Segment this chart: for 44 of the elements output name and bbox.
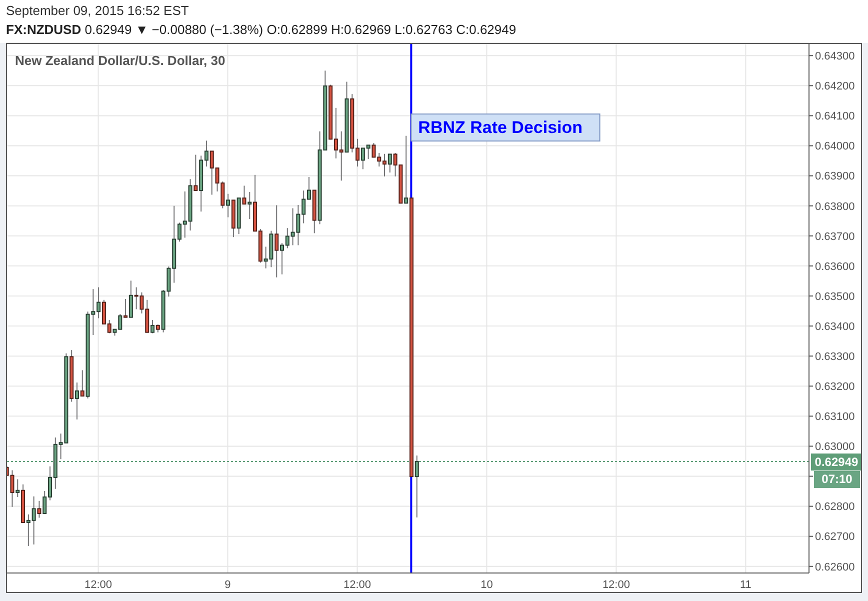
x-tick-label: 12:00 (343, 578, 371, 591)
candlestick (388, 154, 392, 173)
y-tick-label: 0.64100 (815, 110, 855, 123)
candlestick (226, 193, 230, 218)
ref-line-label: RBNZ Rate Decision (418, 118, 583, 137)
candlestick (150, 320, 155, 334)
y-tick-label: 0.62700 (815, 531, 855, 544)
candlestick (10, 470, 14, 508)
y-tick-label: 0.63400 (815, 320, 855, 333)
y-tick-label: 0.63500 (815, 290, 855, 303)
candlestick (128, 280, 133, 318)
ref-line-label: 0.62949 (814, 455, 859, 470)
chart-subtitle: FX:NZDUSD 0.62949 ▼ −0.00880 (−1.38%) O:0.62899 H:0.62969 L:0.62763 C:0.62949 (6, 22, 516, 37)
y-tick-label: 0.62800 (815, 501, 855, 514)
candlestick (16, 478, 20, 498)
x-tick-label: 10 (480, 578, 493, 591)
candlestick (194, 154, 198, 192)
candlestick (124, 298, 128, 318)
y-tick-label: 0.63600 (815, 260, 855, 273)
candlestick (74, 382, 79, 420)
text: 07:10 (814, 470, 860, 488)
candlestick (242, 185, 246, 205)
x-tick-label: 9 (224, 578, 231, 591)
y-tick-label: 0.64200 (815, 80, 855, 93)
x-tick-label: 12:00 (84, 578, 112, 591)
chart-title: September 09, 2015 16:52 EST (6, 3, 189, 18)
candlestick (404, 135, 408, 204)
y-tick-label: 0.64000 (815, 140, 855, 153)
x-tick-label: 12:00 (602, 578, 630, 591)
candlestick (80, 370, 84, 397)
y-tick-label: 0.63300 (815, 350, 855, 363)
candlestick (248, 192, 252, 220)
candlestick (274, 204, 279, 278)
y-tick-label: 0.63100 (815, 411, 855, 424)
y-tick-label: 0.62600 (815, 561, 855, 574)
y-tick-label: 0.63200 (815, 381, 855, 394)
x-tick-label: 11 (740, 578, 752, 591)
y-tick-label: 0.63000 (815, 441, 855, 454)
y-tick-label: 0.64300 (815, 50, 855, 63)
y-tick-label: 0.63700 (815, 230, 855, 243)
y-tick-label: 0.63900 (815, 170, 855, 183)
candlestick (37, 500, 42, 518)
annotation: New Zealand Dollar/U.S. Dollar, 30 (15, 53, 226, 68)
y-tick-label: 0.63800 (815, 200, 855, 213)
